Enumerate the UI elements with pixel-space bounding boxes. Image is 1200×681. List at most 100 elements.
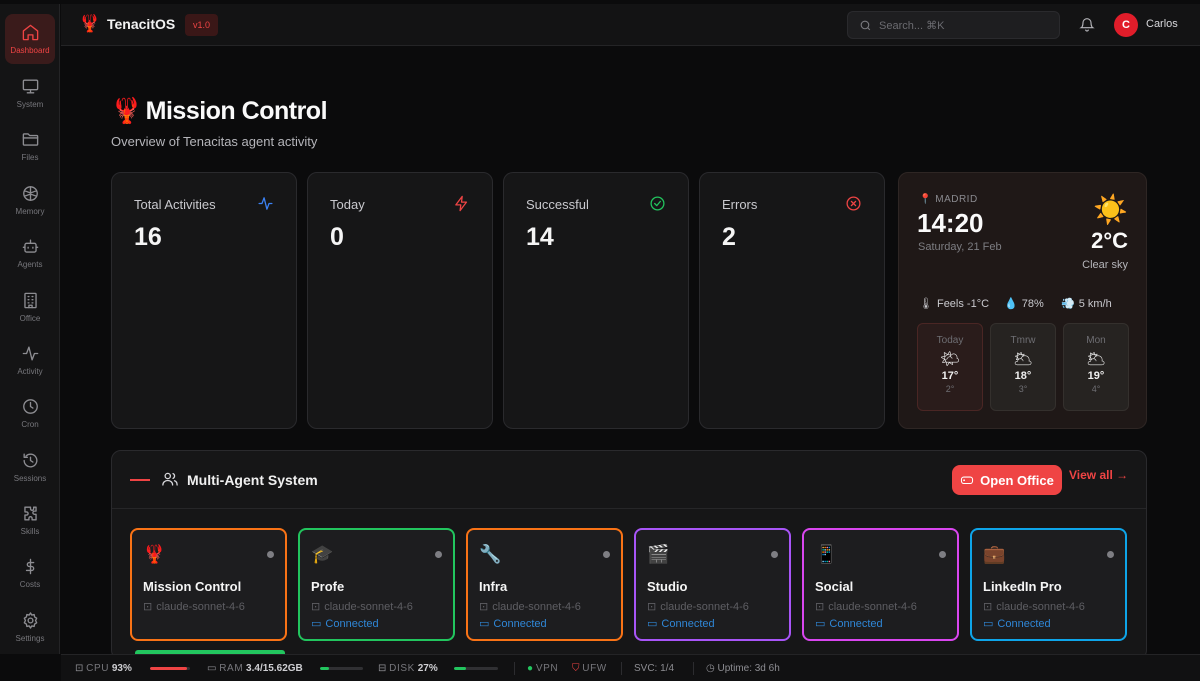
agent-connection-status: ▭ Connected [479,618,547,630]
phone-icon: 📱 [815,544,838,564]
forecast-day: Mon 🌥 19° 4° [1063,323,1129,411]
puzzle-icon [23,506,37,521]
sidebar-item-label: Agents [17,260,43,269]
sidebar-item-cron[interactable]: Cron [5,388,55,438]
cpu-chip-icon: ⊡ [143,601,153,613]
lobster-logo-icon: 🦞 [79,14,101,33]
top-header: 🦞 TenacitOS v1.0 Search... ⌘K C Carlos [61,4,1200,46]
search-input[interactable]: Search... ⌘K [847,11,1060,39]
page-subtitle: Overview of Tenacitas agent activity [111,134,318,149]
sidebar-item-dashboard[interactable]: Dashboard [5,14,55,64]
agent-card-mission-control[interactable]: 🦞 Mission Control ⊡ claude-sonnet-4-6 [130,528,287,641]
uptime: ◷ Uptime: 3d 6h [706,663,780,674]
users-icon [162,472,178,486]
next-row-agent-card-edge [135,650,285,654]
clock-icon [22,399,38,414]
home-icon [22,24,38,41]
agent-card-linkedin-pro[interactable]: 💼 LinkedIn Pro ⊡ claude-sonnet-4-6 ▭ Conne… [970,528,1127,641]
open-office-button[interactable]: Open Office [952,465,1062,495]
stat-value: 16 [134,223,162,251]
sidebar-item-agents[interactable]: Agents [5,228,55,278]
sidebar-item-office[interactable]: Office [5,282,55,332]
sidebar-item-label: Skills [20,527,40,536]
sidebar-item-label: Sessions [13,474,47,483]
agent-card-social[interactable]: 📱 Social ⊡ claude-sonnet-4-6 ▭ Connected [802,528,959,641]
sidebar-item-sessions[interactable]: Sessions [5,442,55,492]
cpu-chip-icon: ⊡ [983,601,993,613]
divider [621,662,622,675]
sidebar-item-costs[interactable]: Costs [5,548,55,598]
agent-name: Studio [647,579,688,594]
agent-connection-status: ▭ Connected [983,618,1051,630]
cloudy-icon: 🌥 [1085,351,1107,368]
weather-wind: 💨 5 km/h [1061,298,1112,310]
history-icon [22,453,37,468]
sidebar-item-skills[interactable]: Skills [5,495,55,545]
stat-card-successful: Successful 14 [503,172,689,429]
page-title: 🦞 Mission Control [111,97,328,126]
weather-city: 📍 MADRID [919,194,978,205]
agent-name: Social [815,579,854,594]
sidebar-item-files[interactable]: Files [5,121,55,171]
forecast-day: Today 🌤 17° 2° [917,323,983,411]
pin-icon: 📍 [919,194,932,205]
brand-name[interactable]: TenacitOS [107,16,176,32]
wind-icon: 💨 [1061,298,1075,310]
gear-icon [23,612,37,629]
sidebar-item-label: Cron [21,420,39,429]
agent-name: Profe [311,579,345,594]
agent-card-profe[interactable]: 🎓 Profe ⊡ claude-sonnet-4-6 ▭ Connected [298,528,455,641]
agent-connection-status: ▭ Connected [311,618,379,630]
search-placeholder: Search... ⌘K [879,20,945,32]
memory-icon: ▭ [207,663,217,674]
view-all-link[interactable]: View all → [1069,468,1129,482]
weather-condition: Clear sky [1082,259,1128,271]
wrench-icon: 🔧 [479,544,502,564]
sidebar-item-settings[interactable]: Settings [5,602,55,652]
agent-name: Infra [479,579,508,594]
chat-icon: ▭ [983,618,994,630]
cloudy-icon: 🌥 [1012,351,1034,368]
sidebar-item-memory[interactable]: Memory [5,175,55,225]
bolt-icon [455,195,468,212]
cpu-usage-bar [150,667,190,670]
agent-status-dot [939,551,946,558]
droplet-icon: 💧 [1004,298,1018,310]
avatar[interactable]: C [1114,13,1138,37]
ram-usage-fill [320,667,330,670]
chat-icon: ▭ [479,618,490,630]
multi-agent-panel: Multi-Agent System Open Office View all … [111,450,1147,660]
stat-card-errors: Errors 2 [699,172,885,429]
forecast-day: Tmrw 🌥 18° 3° [990,323,1056,411]
agent-model: ⊡ claude-sonnet-4-6 [983,601,1085,613]
weather-card: 📍 MADRID 14:20 Saturday, 21 Feb ☀️ 2°C C… [898,172,1147,429]
ram-stat: ▭ RAM 3.4/15.62GB [207,663,303,674]
user-name[interactable]: Carlos [1146,18,1178,30]
cpu-usage-fill [150,667,188,670]
bell-icon[interactable] [1079,16,1095,32]
thermometer-icon: 🌡 [919,298,933,310]
agent-card-studio[interactable]: 🎬 Studio ⊡ claude-sonnet-4-6 ▭ Connected [634,528,791,641]
chat-icon: ▭ [311,618,322,630]
divider [514,662,515,675]
partly-sunny-icon: 🌤 [939,351,961,368]
cpu-chip-icon: ⊡ [479,601,489,613]
stat-card-total-activities: Total Activities 16 [111,172,297,429]
sidebar-item-label: Files [21,153,39,162]
pulse-icon [258,197,273,210]
agent-model: ⊡ claude-sonnet-4-6 [815,601,917,613]
sidebar-item-system[interactable]: System [5,68,55,118]
sidebar-item-label: Office [19,314,41,323]
stat-value: 14 [526,223,554,251]
sidebar-item-activity[interactable]: Activity [5,335,55,385]
disk-stat: ⊟ DISK 27% [378,663,438,674]
agent-connection-status: ▭ Connected [647,618,715,630]
agent-model: ⊡ claude-sonnet-4-6 [479,601,581,613]
sidebar-item-label: Dashboard [10,46,50,55]
agent-status-dot [1107,551,1114,558]
pulse-icon [22,346,38,361]
status-bar: ⊡ CPU 93% ▭ RAM 3.4/15.62GB ⊟ DISK 27% ●… [61,654,1200,681]
agent-card-infra[interactable]: 🔧 Infra ⊡ claude-sonnet-4-6 ▭ Connected [466,528,623,641]
agent-connection-status: ▭ Connected [815,618,883,630]
stat-label: Successful [526,197,589,212]
